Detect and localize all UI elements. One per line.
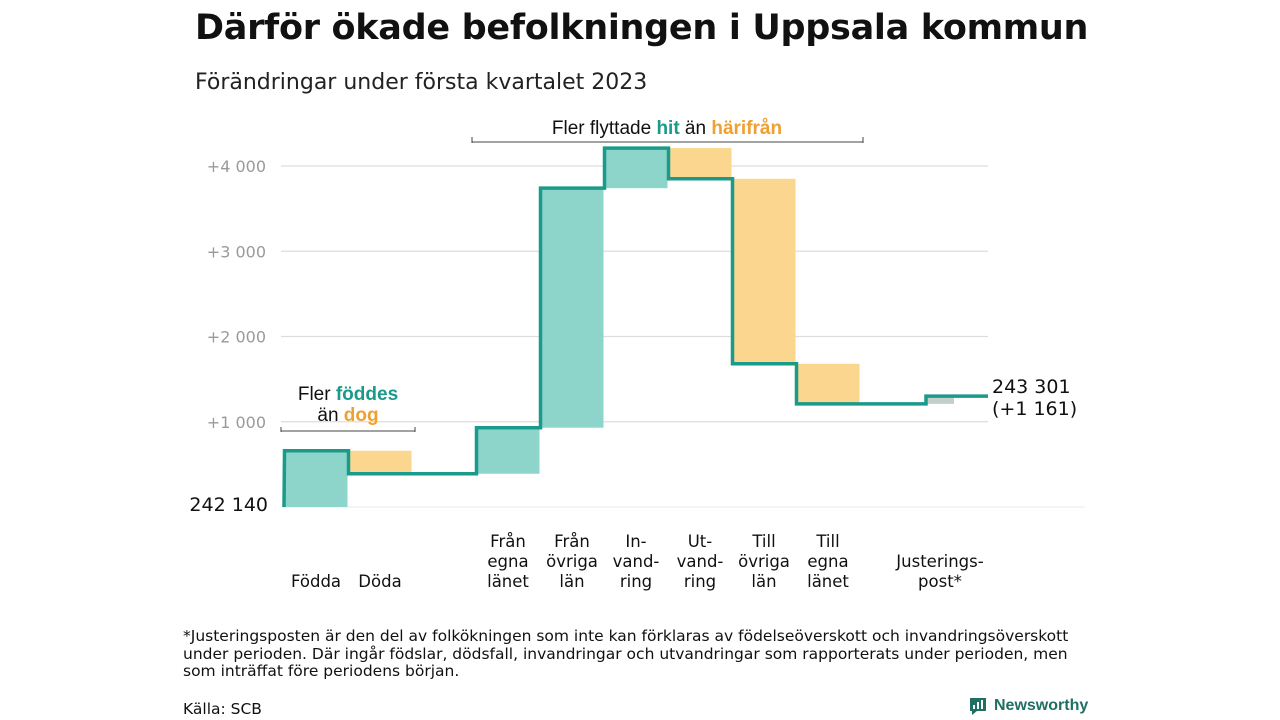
category-label: egna [807,552,848,571]
category-label: länet [487,572,529,591]
chart-subtitle: Förändringar under första kvartalet 2023 [195,70,648,95]
bars [284,148,954,507]
start-value-label: 242 140 [189,494,268,516]
end-value-label: 243 301 [992,376,1071,398]
footnote: *Justeringsposten är den del av folkökni… [183,627,1069,680]
y-tick-label: +2 000 [207,328,266,347]
category-label: Födda [291,572,341,591]
cumulative-step-line [282,146,988,508]
end-delta-label: (+1 161) [992,398,1077,420]
category-label: Döda [358,572,401,591]
source-note: Källa: SCB [183,700,262,718]
newsworthy-logo-icon [970,698,986,715]
category-label: ring [684,572,716,591]
bar [348,450,412,474]
labels: Födda DödaFrånegnalänetFrånövrigalänIn-va… [189,376,1077,591]
category-label: länet [807,572,849,591]
migration-annotation: Fler flyttade hit än härifrån [552,118,782,139]
bar [926,396,954,404]
bar [668,148,732,179]
category-label: vand- [613,552,660,571]
category-label: Från [490,532,526,551]
births-annotation-line2: än dog [317,405,378,426]
y-tick-label: +3 000 [207,242,266,261]
category-label: In- [625,532,646,551]
births-annotation-line1: Fler föddes [298,384,398,405]
bar [732,178,796,364]
category-label: ring [620,572,652,591]
brand-logo: Newsworthy [968,696,1088,716]
category-label: Till [751,532,775,551]
migration-bracket [471,137,864,143]
category-label: län [559,572,584,591]
category-label: övriga [738,552,790,571]
category-label: övriga [546,552,598,571]
chart-title: Därför ökade befolkningen i Uppsala komm… [195,8,1089,48]
category-label: Ut- [688,532,713,551]
bar [476,427,540,474]
births-bracket [280,427,416,432]
bar [604,148,668,189]
y-tick-label: +1 000 [207,413,266,432]
gridlines: +1 000 +2 000 +3 000 +4 000 [207,157,1085,508]
category-label: vand- [677,552,724,571]
y-tick-label: +4 000 [207,157,266,176]
cumulative-line [282,146,988,508]
bar [284,450,348,507]
category-label: Från [554,532,590,551]
category-label: Justerings- [895,552,983,571]
bar [540,188,604,428]
category-label: län [751,572,776,591]
category-label: post* [918,572,962,591]
category-label: egna [487,552,528,571]
bar [796,363,860,404]
category-label: Till [815,532,839,551]
brand-name: Newsworthy [994,697,1089,714]
